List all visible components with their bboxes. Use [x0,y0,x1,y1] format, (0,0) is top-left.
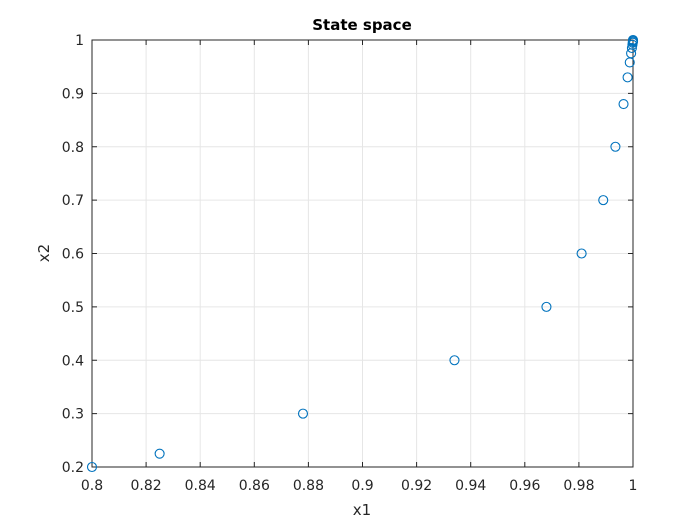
scatter-point [86,461,98,473]
scatter-point [297,408,309,419]
x-tick-label: 0.92 [401,478,432,494]
x-tick-label: 0.88 [293,478,324,494]
x-tick-label: 0.94 [455,478,486,494]
scatter-point [541,301,552,312]
scatter-point [598,195,609,206]
x-tick-label: 0.86 [239,478,270,494]
x-axis-label: x1 [353,501,371,519]
scatter-point [154,448,165,459]
x-tick-label: 0.98 [563,478,594,494]
scatter-point [618,99,629,110]
y-tick-label: 0.6 [62,247,84,263]
scatter-point [576,248,587,259]
y-tick-label: 1 [75,33,84,49]
ticks: 0.8 0.82 0.84 0.86 0.88 0.9 0.92 0.94 0.96 0.98 1 0… [62,33,638,494]
scatter-points [86,34,639,473]
x-tick-label: 0.96 [509,478,540,494]
y-tick-label: 0.8 [62,140,84,156]
scatter-point [449,355,460,366]
scatter-point [610,141,621,152]
x-tick-label: 0.84 [185,478,216,494]
scatter-point [626,42,637,54]
y-tick-label: 0.5 [62,300,84,316]
grid [91,39,634,468]
y-tick-label: 0.3 [62,407,84,423]
y-axis-label: x2 [35,244,53,262]
x-tick-label: 0.9 [351,478,373,494]
x-tick-label: 0.82 [131,478,162,494]
scatter-point [622,72,633,83]
x-tick-label: 1 [629,478,638,494]
y-tick-label: 0.2 [62,460,84,476]
scatter-point [627,34,639,46]
y-tick-label: 0.7 [62,193,84,209]
x-tick-label: 0.8 [81,478,103,494]
chart-title: State space [312,16,412,34]
y-tick-label: 0.4 [62,353,84,369]
y-tick-label: 0.9 [62,86,84,102]
